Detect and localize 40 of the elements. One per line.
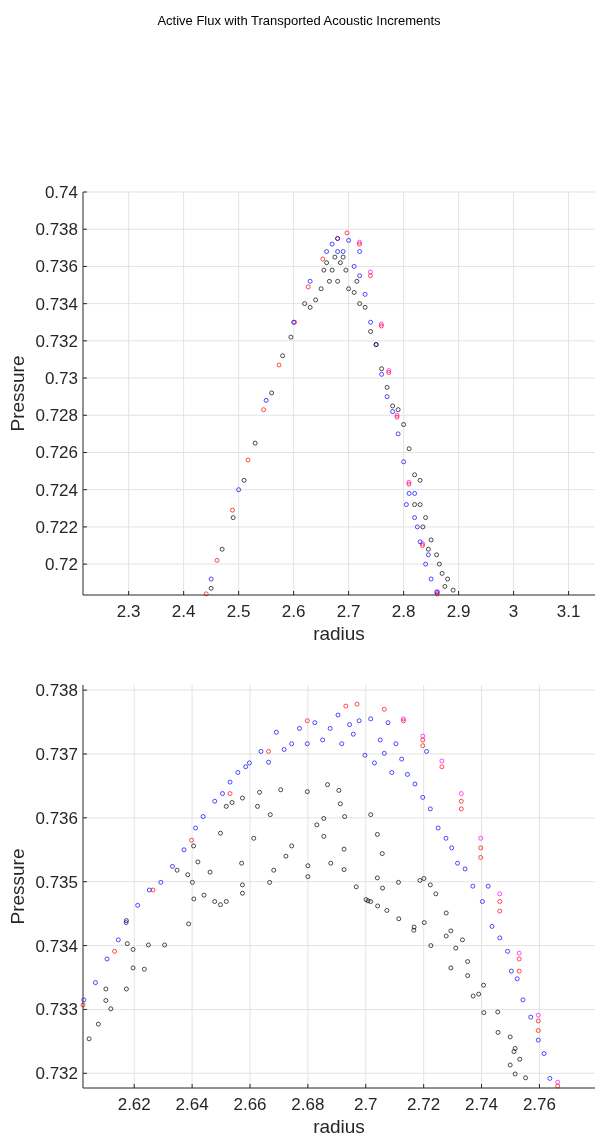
y-tick-label: 0.728 bbox=[35, 406, 78, 426]
x-tick-label: 2.64 bbox=[175, 1095, 209, 1114]
x-tick-label: 2.8 bbox=[391, 602, 416, 621]
y-tick-label: 0.738 bbox=[35, 681, 78, 701]
y-tick-label: 0.73 bbox=[44, 369, 78, 389]
y-tick-label: 0.738 bbox=[35, 220, 78, 240]
x-tick-label: 2.3 bbox=[116, 602, 141, 621]
y-tick-label: 0.732 bbox=[35, 1064, 78, 1084]
y-tick-label: 0.737 bbox=[35, 744, 78, 764]
y-tick-label: 0.733 bbox=[35, 1000, 78, 1020]
x-tick-label: 3.1 bbox=[556, 602, 581, 621]
y-tick-label: 0.72 bbox=[44, 555, 78, 575]
x-tick-label: 2.4 bbox=[171, 602, 196, 621]
x-tick-label: 3 bbox=[508, 602, 519, 621]
y-tick-label: 0.734 bbox=[35, 294, 78, 314]
chart-title: Active Flux with Transported Acoustic Increments bbox=[157, 13, 442, 28]
x-tick-label: 2.76 bbox=[522, 1095, 556, 1114]
y-tick-label: 0.736 bbox=[35, 257, 78, 277]
x-tick-label: 2.7 bbox=[353, 1095, 378, 1114]
x-tick-label: 2.72 bbox=[407, 1095, 441, 1114]
x-tick-label: 2.74 bbox=[465, 1095, 499, 1114]
y-axis-title: Pressure bbox=[7, 355, 28, 432]
y-axis-title: Pressure bbox=[7, 848, 28, 925]
y-tick-label: 0.74 bbox=[44, 183, 78, 202]
x-tick-label: 2.7 bbox=[336, 602, 361, 621]
x-tick-label: 2.5 bbox=[226, 602, 251, 621]
y-tick-label: 0.722 bbox=[35, 517, 78, 537]
x-tick-label: 2.68 bbox=[291, 1095, 325, 1114]
y-tick-label: 0.736 bbox=[35, 808, 78, 828]
x-axis-title: radius bbox=[313, 1116, 365, 1137]
y-tick-label: 0.724 bbox=[35, 480, 78, 500]
y-tick-label: 0.726 bbox=[35, 443, 78, 463]
x-tick-label: 2.6 bbox=[281, 602, 306, 621]
x-tick-label: 2.66 bbox=[233, 1095, 267, 1114]
x-tick-label: 2.9 bbox=[446, 602, 471, 621]
y-tick-label: 0.735 bbox=[35, 872, 78, 892]
y-tick-label: 0.734 bbox=[35, 936, 78, 956]
y-tick-label: 0.732 bbox=[35, 331, 78, 351]
x-axis-title: radius bbox=[313, 623, 365, 644]
x-tick-label: 2.62 bbox=[117, 1095, 151, 1114]
